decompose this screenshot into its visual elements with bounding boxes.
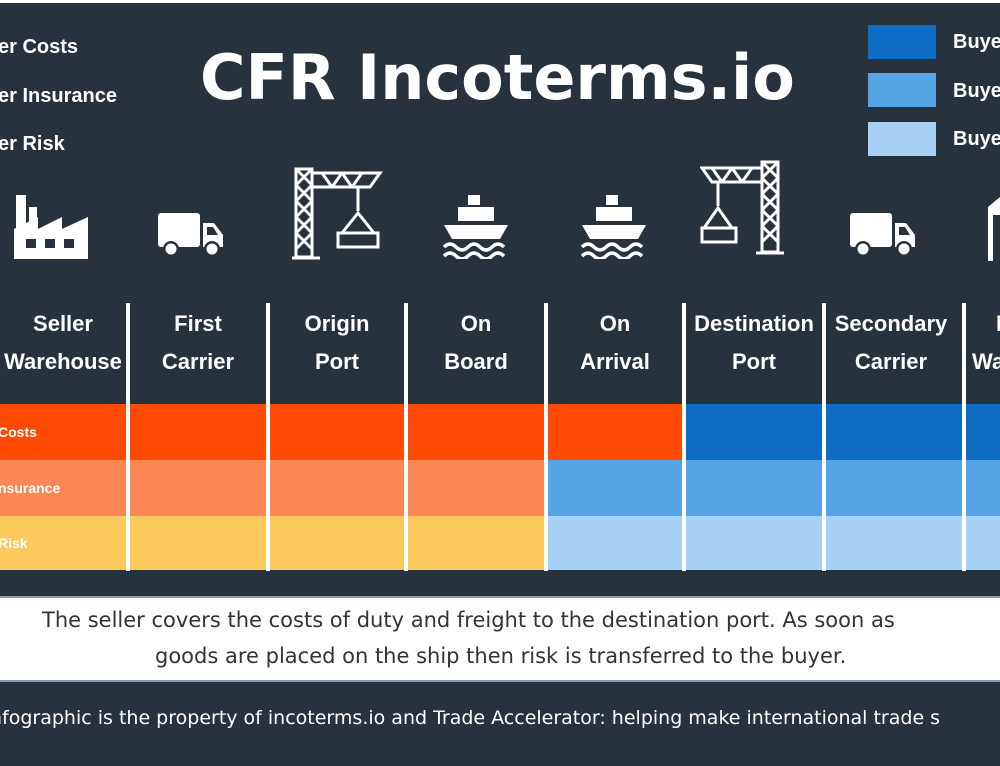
ship-icon [578,193,650,259]
cell-seller-risk [126,516,266,570]
stage-line1: On [460,311,492,336]
stage-line2: Carrier [854,349,928,374]
row-label-insurance: nsurance [0,480,61,496]
stage-on-board: On Board [408,305,544,399]
column-divider [544,303,548,571]
cell-buyer-costs [962,404,1000,460]
description-line-1: The seller covers the costs of duty and … [42,608,895,632]
legend-swatch-buyer-risk [868,122,936,156]
legend-seller-risk: er Risk [0,133,65,155]
crane-icon [292,163,384,261]
stage-line2: Board [444,349,508,374]
legend-buyer-risk: Buye [953,128,1000,150]
stage-buyer-warehouse: I Wa [968,305,1000,399]
cell-seller-costs [404,404,544,460]
crane-icon [700,158,786,258]
stage-line1: Secondary [834,311,948,336]
column-divider [682,303,686,571]
cell-buyer-insurance [962,460,1000,516]
cell-seller-costs [0,404,126,460]
description-line-2: goods are placed on the ship then risk i… [155,644,847,668]
cell-seller-insurance [0,460,126,516]
row-label-risk: Risk [0,535,28,551]
legend-swatch-buyer-costs [868,25,936,59]
stage-line1: First [174,311,222,336]
stage-line1: Seller [33,311,93,336]
cell-seller-costs [266,404,404,460]
truck-icon [848,211,918,259]
stage-on-arrival: On Arrival [548,305,682,399]
stage-line2: Port [315,349,359,374]
stage-origin-port: Origin Port [270,305,404,399]
cell-seller-costs [544,404,682,460]
stage-line1: Origin [304,311,370,336]
legend-buyer-costs: Buye [953,31,1000,53]
cell-buyer-costs [682,404,822,460]
stage-line2: Warehouse [4,349,122,374]
cell-buyer-risk [822,516,962,570]
column-divider [126,303,130,571]
page-title: CFR Incoterms.io [200,41,795,114]
ship-icon [440,193,512,259]
column-divider [266,303,270,571]
cell-buyer-insurance [682,460,822,516]
cell-buyer-costs [822,404,962,460]
stage-line1: Destination [694,311,814,336]
description-box: The seller covers the costs of duty and … [0,596,1000,682]
stage-line1: On [599,311,631,336]
warehouse-icon [984,193,1000,261]
top-border [0,0,1000,3]
legend-buyer-insurance: Buye [953,80,1000,102]
column-divider [404,303,408,571]
stage-seller-warehouse: Seller Warehouse [0,305,126,399]
footer-credit: nfographic is the property of incoterms.… [0,707,941,729]
column-divider [822,303,826,571]
stage-line2: Wa [972,349,1000,374]
cell-buyer-insurance [822,460,962,516]
cell-buyer-risk [682,516,822,570]
cell-seller-insurance [126,460,266,516]
cell-seller-risk [404,516,544,570]
cell-seller-risk [266,516,404,570]
stage-destination-port: Destination Port [686,305,822,399]
cell-seller-insurance [404,460,544,516]
cell-seller-insurance [266,460,404,516]
legend-swatch-buyer-insurance [868,73,936,107]
cell-seller-costs [126,404,266,460]
stage-line1: I [996,311,1000,336]
row-label-costs: Costs [0,424,37,440]
legend-seller-insurance: er Insurance [0,85,117,107]
truck-icon [156,211,226,259]
cell-buyer-insurance [544,460,682,516]
cell-buyer-risk [962,516,1000,570]
stage-secondary-carrier: Secondary Carrier [826,305,956,399]
column-divider [962,303,966,571]
legend-seller-costs: er Costs [0,36,79,58]
cell-buyer-risk [544,516,682,570]
cell-seller-risk [0,516,126,570]
stage-line2: Arrival [580,349,650,374]
factory-icon [12,193,92,261]
stage-line2: Carrier [161,349,235,374]
stage-first-carrier: First Carrier [130,305,266,399]
stage-line2: Port [732,349,776,374]
